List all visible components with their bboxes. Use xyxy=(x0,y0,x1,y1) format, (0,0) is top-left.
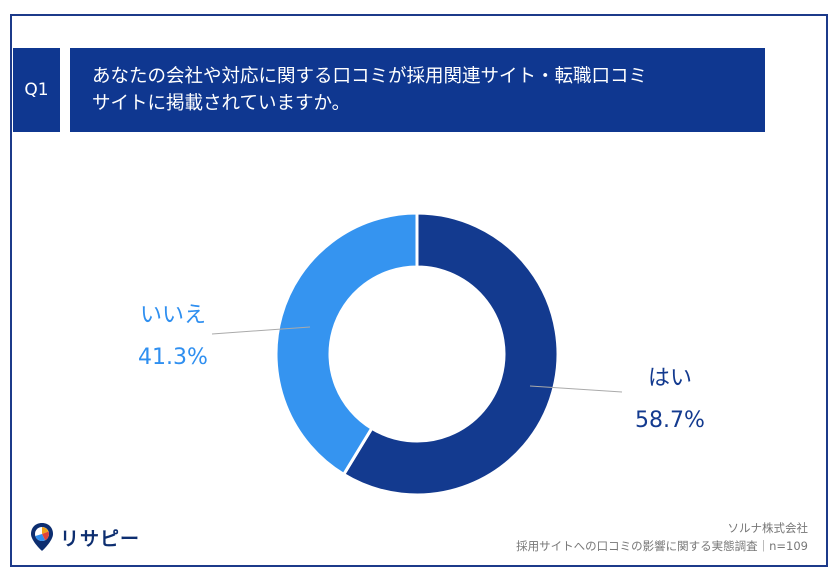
label-no: いいえ 41.3% xyxy=(118,295,228,379)
slice-yes xyxy=(341,211,560,497)
footer-company: ソルナ株式会社 xyxy=(727,521,809,535)
question-title-line-1: あなたの会社や対応に関する口コミが採用関連サイト・転職口コミ xyxy=(92,66,648,87)
label-yes-name: はい xyxy=(647,366,692,391)
label-yes: はい 58.7% xyxy=(620,358,720,442)
footer-source: 採用サイトへの口コミの影響に関する実態調査｜n=109 xyxy=(516,539,808,553)
question-title: あなたの会社や対応に関する口コミが採用関連サイト・転職口コミ サイトに掲載されて… xyxy=(70,48,765,132)
label-no-name: いいえ xyxy=(139,303,206,328)
question-number: Q1 xyxy=(13,48,60,132)
slide-frame xyxy=(10,14,828,567)
footer: ソルナ株式会社 採用サイトへの口コミの影響に関する実態調査｜n=109 xyxy=(516,519,808,555)
leader-line-no xyxy=(211,326,311,335)
question-title-line-2: サイトに掲載されていますか。 xyxy=(92,93,351,114)
logo-text: リサピー xyxy=(60,527,141,550)
leader-line-yes xyxy=(529,385,623,393)
logo-pin-icon xyxy=(31,523,53,551)
label-yes-value: 58.7% xyxy=(635,408,705,433)
label-no-value: 41.3% xyxy=(138,345,208,370)
risapi-logo: リサピー xyxy=(30,522,140,552)
slice-no xyxy=(274,211,419,477)
